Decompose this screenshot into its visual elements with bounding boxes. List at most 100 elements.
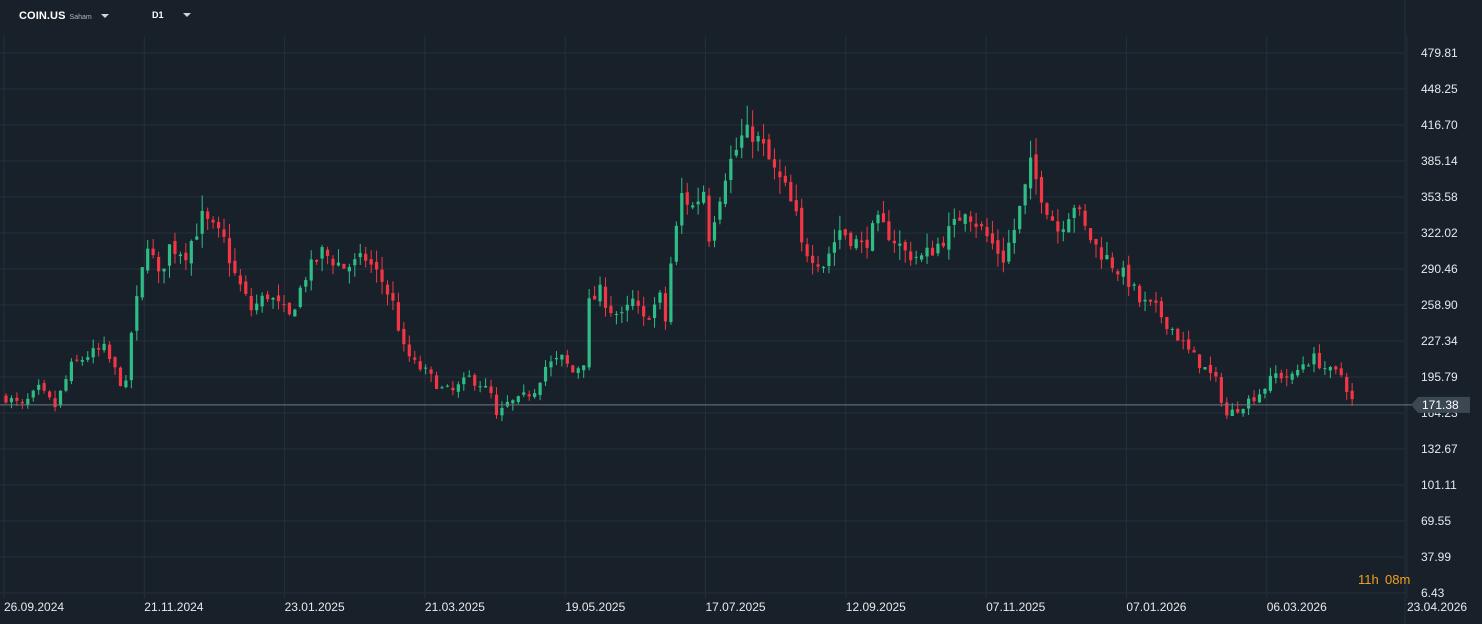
candle-body bbox=[129, 332, 133, 381]
candle-body bbox=[178, 254, 182, 257]
x-tick-label: 23.04.2026 bbox=[1407, 600, 1467, 614]
candle-body bbox=[1012, 229, 1016, 244]
candle-body bbox=[805, 244, 809, 257]
y-tick-label: 479.81 bbox=[1421, 46, 1458, 60]
candle-body bbox=[1263, 388, 1267, 394]
candle-body bbox=[304, 280, 308, 287]
candle-body bbox=[903, 242, 907, 251]
last-price-value: 171.38 bbox=[1422, 398, 1459, 412]
candle-body bbox=[146, 248, 150, 271]
candle-body bbox=[658, 292, 662, 303]
candle-body bbox=[843, 229, 847, 236]
candle-body bbox=[914, 256, 918, 258]
candle-body bbox=[1252, 397, 1256, 402]
candle-body bbox=[260, 295, 264, 307]
x-tick-label: 26.09.2024 bbox=[4, 600, 64, 614]
countdown-timer: 11h 08m bbox=[1358, 572, 1410, 587]
candle-body bbox=[467, 375, 471, 377]
candle-body bbox=[598, 284, 602, 302]
candle-body bbox=[222, 229, 226, 237]
candle-body bbox=[1143, 299, 1147, 302]
candle-body bbox=[1219, 377, 1223, 403]
countdown-minutes: 08m bbox=[1385, 572, 1410, 587]
candle-body bbox=[331, 258, 335, 266]
candle-body bbox=[930, 247, 935, 256]
symbol-selector[interactable]: COIN.US Saham bbox=[19, 10, 109, 22]
candle-body bbox=[996, 240, 1000, 254]
chevron-down-icon bbox=[100, 14, 109, 18]
candle-body bbox=[969, 216, 973, 222]
candle-body bbox=[1181, 340, 1185, 342]
candle-body bbox=[1078, 207, 1082, 210]
countdown-hours: 11h bbox=[1358, 572, 1379, 587]
candle-body bbox=[473, 375, 477, 386]
candle-body bbox=[1306, 365, 1311, 367]
candle-body bbox=[1192, 350, 1196, 353]
candle-body bbox=[582, 365, 586, 371]
chart-toolbar: COIN.US Saham D1 bbox=[0, 0, 1400, 36]
candle-body bbox=[865, 239, 869, 248]
candle-body bbox=[484, 385, 488, 388]
candle-body bbox=[522, 392, 526, 395]
y-tick-label: 37.99 bbox=[1421, 550, 1451, 564]
candle-body bbox=[925, 247, 929, 257]
candle-body bbox=[451, 387, 455, 391]
candle-body bbox=[712, 222, 717, 241]
candle-body bbox=[358, 253, 362, 258]
candle-body bbox=[511, 400, 515, 404]
candle-body bbox=[113, 357, 117, 368]
x-tick-label: 19.05.2025 bbox=[565, 600, 625, 614]
candle-body bbox=[1056, 221, 1060, 232]
candle-body bbox=[571, 365, 575, 373]
candle-body bbox=[1312, 353, 1316, 365]
timeframe-selector[interactable]: D1 bbox=[152, 10, 191, 20]
candle-body bbox=[429, 369, 433, 374]
candle-body bbox=[909, 251, 913, 261]
candle-body bbox=[478, 386, 482, 388]
candle-body bbox=[963, 214, 967, 224]
candle-body bbox=[500, 407, 504, 416]
candle-body bbox=[952, 218, 956, 225]
candle-body bbox=[576, 368, 580, 373]
candle-body bbox=[1241, 408, 1245, 414]
y-tick-label: 195.79 bbox=[1421, 370, 1458, 384]
candle-body bbox=[107, 344, 112, 359]
candle-body bbox=[642, 306, 646, 317]
candle-body bbox=[1029, 157, 1033, 189]
candle-body bbox=[516, 396, 520, 403]
candle-body bbox=[625, 304, 629, 311]
candle-body bbox=[821, 266, 826, 269]
candle-body bbox=[620, 312, 624, 314]
candle-body bbox=[1110, 257, 1114, 269]
y-tick-label: 258.90 bbox=[1421, 298, 1458, 312]
candle-body bbox=[554, 357, 559, 360]
candle-body bbox=[325, 249, 330, 256]
candle-body bbox=[15, 397, 19, 401]
candle-body bbox=[745, 124, 749, 138]
candle-body bbox=[1345, 376, 1349, 393]
candle-body bbox=[691, 205, 695, 208]
candle-body bbox=[1094, 239, 1098, 245]
candle-body bbox=[1061, 229, 1065, 232]
candle-body bbox=[1116, 271, 1120, 275]
candle-body bbox=[1132, 284, 1136, 286]
candle-body bbox=[48, 391, 52, 398]
candle-body bbox=[979, 224, 984, 227]
candle-body bbox=[320, 247, 324, 259]
candle-body bbox=[91, 348, 95, 358]
candle-body bbox=[1099, 247, 1104, 260]
candle-body bbox=[189, 241, 193, 264]
candle-body bbox=[282, 304, 286, 306]
candle-body bbox=[347, 266, 351, 272]
candle-body bbox=[870, 223, 875, 251]
candle-body bbox=[1159, 301, 1163, 318]
candle-body bbox=[69, 361, 73, 382]
candle-body bbox=[560, 354, 564, 360]
candle-body bbox=[375, 262, 379, 270]
candle-body bbox=[1279, 372, 1283, 379]
candle-body bbox=[876, 214, 880, 224]
candle-body bbox=[1072, 207, 1076, 218]
candle-body bbox=[1296, 370, 1300, 376]
candle-body bbox=[315, 259, 319, 262]
